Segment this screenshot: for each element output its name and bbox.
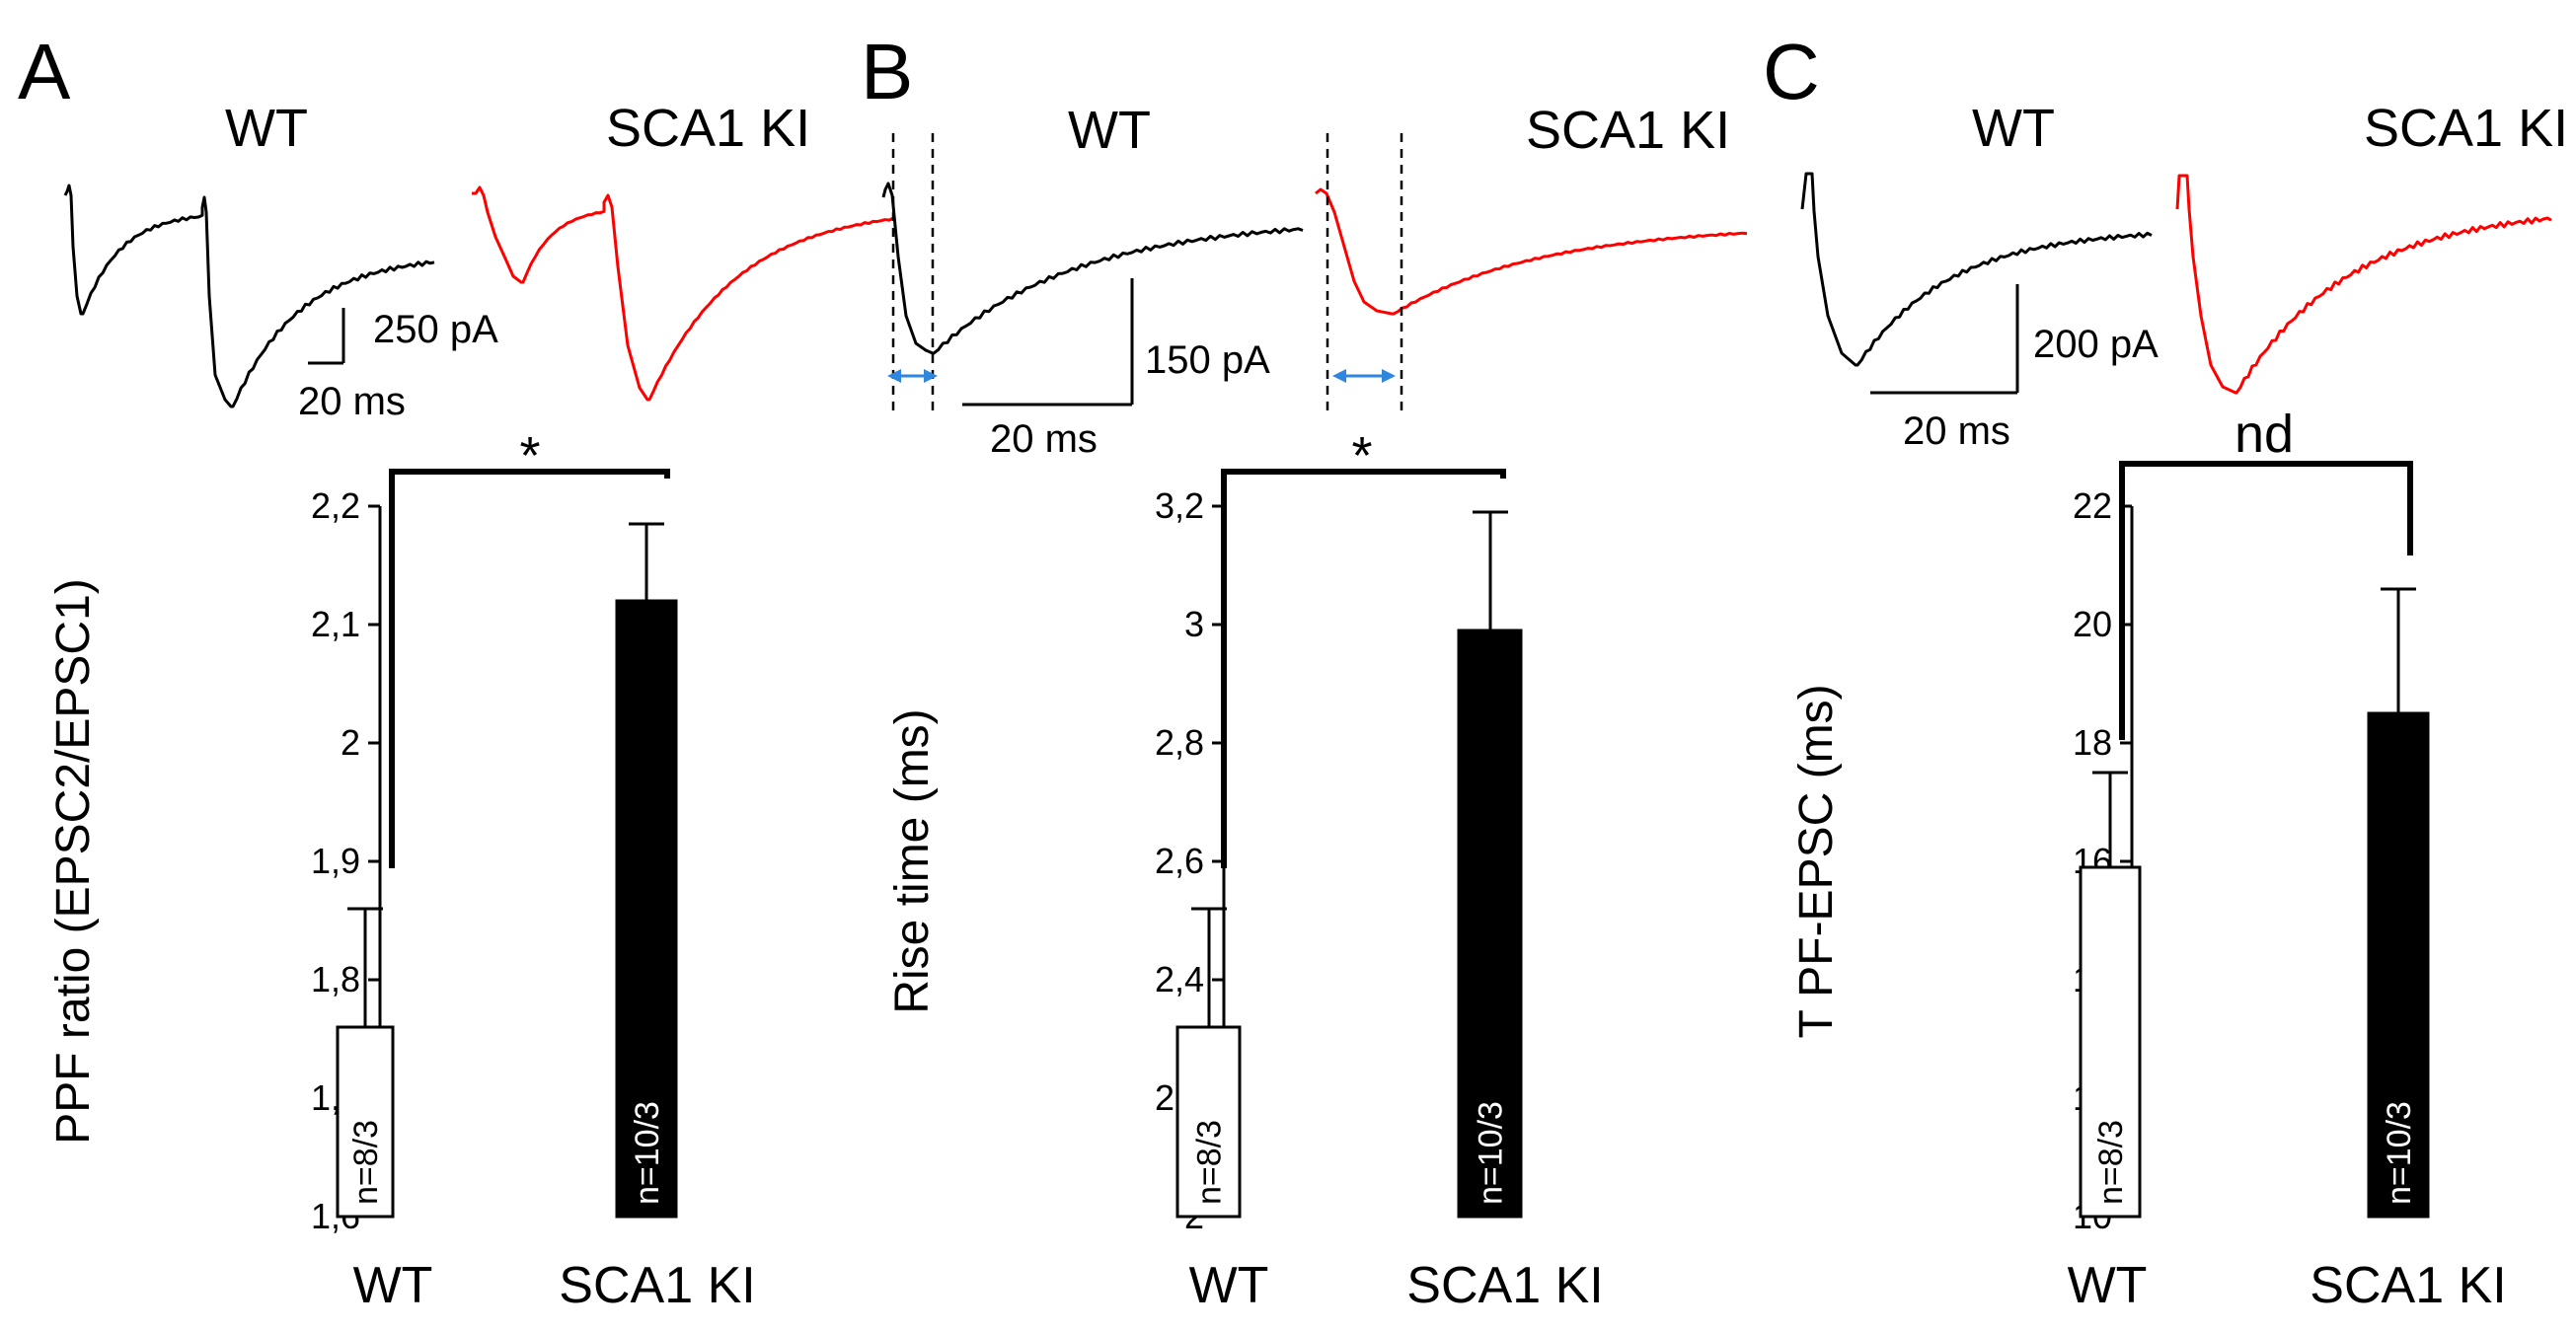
panel-letter-c: C xyxy=(1763,28,1820,115)
rise-time-arrow xyxy=(887,369,938,383)
error-bar xyxy=(629,522,664,601)
error-bar xyxy=(1191,907,1227,1027)
trace-label-wt: WT xyxy=(1068,101,1151,160)
trace-ki-c xyxy=(2175,174,2552,395)
bar-wt xyxy=(336,1025,395,1219)
y-tick-label: 2,8 xyxy=(1155,722,1204,763)
scale-bar: 150 pA 20 ms xyxy=(962,278,1270,461)
significance-label: * xyxy=(1351,426,1372,485)
n-label-wt: n=8/3 xyxy=(2092,1120,2130,1205)
trace-wt-b xyxy=(881,182,1304,355)
x-category-label: SCA1 KI xyxy=(1406,1257,1603,1314)
n-label-wt: n=8/3 xyxy=(1191,1120,1229,1205)
y-tick-label: 2,6 xyxy=(1155,841,1204,881)
error-bar xyxy=(2092,771,2128,867)
y-tick-label: 2 xyxy=(341,722,360,763)
error-bar xyxy=(347,907,383,1027)
bar-sca1-ki xyxy=(615,599,678,1219)
scale-amplitude-label: 150 pA xyxy=(1145,338,1270,382)
y-tick-label: 3 xyxy=(1184,604,1204,644)
n-label-sca1-ki: n=10/3 xyxy=(2381,1101,2418,1205)
significance-label: nd xyxy=(2235,405,2294,464)
trace-label-wt: WT xyxy=(225,99,308,158)
scale-amplitude-label: 200 pA xyxy=(2033,323,2159,366)
significance-bracket: * xyxy=(389,426,670,868)
y-tick-label: 18 xyxy=(2073,722,2112,763)
scale-time-label: 20 ms xyxy=(298,380,406,423)
trace-wt-a xyxy=(63,184,435,408)
n-label-sca1-ki: n=10/3 xyxy=(629,1101,666,1205)
scale-amplitude-label: 250 pA xyxy=(373,308,498,351)
panel-letter-b: B xyxy=(861,28,913,115)
x-category-label: SCA1 KI xyxy=(559,1257,755,1314)
y-tick-label: 2,2 xyxy=(311,485,360,526)
trace-label-ki: SCA1 KI xyxy=(606,99,810,158)
bar-wt xyxy=(1175,1025,1242,1219)
y-axis: 22,22,42,62,833,2 xyxy=(1155,485,1226,1236)
trace-label-wt: WT xyxy=(1972,99,2055,158)
x-category-label: WT xyxy=(2068,1257,2148,1314)
trace-label-ki: SCA1 KI xyxy=(1526,101,1730,160)
error-bar xyxy=(2381,587,2416,713)
y-axis-label: T PF-EPSC (ms) xyxy=(1790,684,1843,1038)
n-label-sca1-ki: n=10/3 xyxy=(1473,1101,1510,1205)
n-label-wt: n=8/3 xyxy=(347,1120,385,1205)
scale-time-label: 20 ms xyxy=(1903,409,2010,453)
significance-label: * xyxy=(519,426,540,485)
y-tick-label: 2,1 xyxy=(311,604,360,644)
y-tick-label: 2,4 xyxy=(1155,959,1204,999)
scale-time-label: 20 ms xyxy=(990,417,1098,461)
significance-bracket: * xyxy=(1221,426,1506,868)
scale-bar: 250 pA 20 ms xyxy=(298,308,498,423)
trace-label-ki: SCA1 KI xyxy=(2364,99,2568,158)
y-tick-label: 1,8 xyxy=(311,959,360,999)
x-category-label: WT xyxy=(1189,1257,1269,1314)
panel-letter-a: A xyxy=(18,28,71,115)
y-tick-label: 3,2 xyxy=(1155,485,1204,526)
error-bar xyxy=(1473,510,1508,630)
y-tick-label: 20 xyxy=(2073,604,2112,644)
y-axis-label: Rise time (ms) xyxy=(886,708,939,1013)
scale-bar: 200 pA 20 ms xyxy=(1870,284,2159,453)
significance-bracket: nd xyxy=(2119,405,2413,740)
rise-time-arrow xyxy=(1332,369,1396,383)
bar-wt xyxy=(2079,865,2142,1219)
trace-ki-b xyxy=(1315,187,1748,316)
y-axis-label: PPF ratio (EPSC2/EPSC1) xyxy=(47,578,100,1145)
trace-ki-a xyxy=(472,185,894,402)
x-category-label: WT xyxy=(353,1257,433,1314)
x-category-label: SCA1 KI xyxy=(2310,1257,2506,1314)
y-tick-label: 22 xyxy=(2073,485,2112,526)
y-tick-label: 1,9 xyxy=(311,841,360,881)
trace-wt-c xyxy=(1800,172,2153,367)
